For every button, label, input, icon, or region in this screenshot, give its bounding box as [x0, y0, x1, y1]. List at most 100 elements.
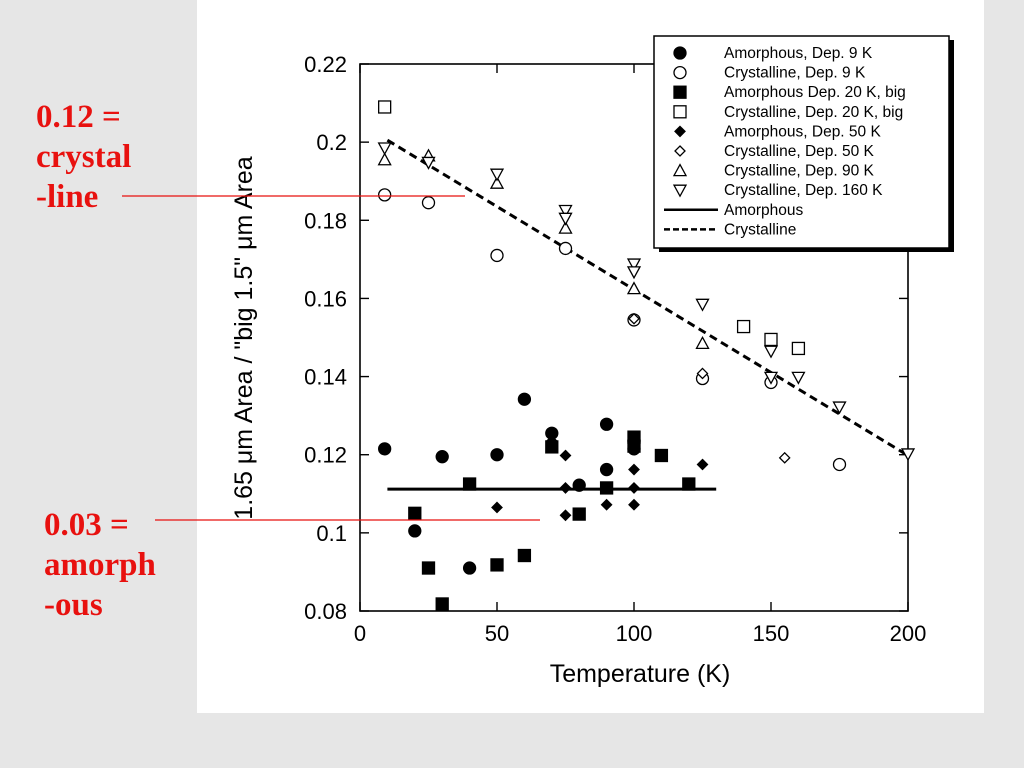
- data-point-s3: [736, 319, 751, 334]
- y-tick-label: 0.08: [304, 599, 347, 624]
- data-point-s6: [626, 281, 642, 295]
- x-axis-label: Temperature (K): [550, 660, 731, 688]
- legend-entry-2: Amorphous Dep. 20 K, big: [724, 84, 906, 101]
- data-point-s2: [572, 507, 586, 521]
- x-tick-label: 0: [354, 621, 366, 646]
- y-axis-label: 1.65 μm Area / "big 1.5" μm Area: [230, 156, 258, 519]
- data-point-s2: [599, 481, 614, 495]
- data-point-s7: [558, 204, 573, 218]
- data-point-s5: [778, 451, 791, 464]
- data-point-s4: [628, 482, 640, 494]
- data-point-s4: [628, 498, 640, 511]
- y-tick-label: 0.16: [304, 286, 347, 311]
- data-point-s5: [628, 312, 640, 325]
- data-point-s7: [626, 258, 642, 272]
- fit-line-crystalline: [386, 138, 909, 457]
- data-point-s0: [572, 478, 586, 492]
- legend-entry-1: Crystalline, Dep. 9 K: [724, 65, 866, 82]
- x-tick-label: 200: [890, 621, 927, 646]
- data-point-s6: [377, 152, 392, 166]
- data-point-s7: [763, 371, 779, 385]
- data-point-s4: [696, 458, 709, 471]
- data-point-s7: [763, 345, 779, 359]
- data-point-s3: [378, 100, 392, 114]
- data-point-s3: [791, 341, 806, 356]
- data-point-s6: [489, 175, 505, 189]
- data-point-s4: [559, 449, 572, 462]
- data-point-s7: [900, 448, 916, 462]
- data-point-s0: [517, 392, 532, 406]
- data-point-s4: [491, 501, 503, 514]
- data-point-s7: [695, 298, 710, 312]
- legend-entry-5: Crystalline, Dep. 50 K: [724, 143, 875, 160]
- y-tick-label: 0.18: [304, 208, 347, 233]
- data-point-s0: [490, 448, 504, 462]
- annotation-amorphous-line-2: amorph: [44, 547, 156, 583]
- legend-entry-3: Crystalline, Dep. 20 K, big: [724, 104, 903, 121]
- legend-box: [653, 35, 950, 249]
- y-tick-label: 0.14: [304, 365, 347, 390]
- annotation-amorphous-line-3: -ous: [44, 587, 103, 623]
- data-point-s2: [682, 477, 696, 491]
- data-point-s2: [490, 558, 504, 572]
- annotation-amorphous: 0.03 = amorph -ous: [44, 505, 156, 625]
- data-point-s0: [462, 561, 477, 575]
- data-point-s6: [558, 220, 573, 234]
- legend-entry-7: Crystalline, Dep. 160 K: [724, 182, 883, 199]
- annotation-amorphous-line-1: 0.03 =: [44, 507, 129, 543]
- axis-tick-labels: 0 50 100 150 200 0.08 0.1 0.12 0.14 0.16 0.18 0.2 0.…: [304, 52, 926, 646]
- data-point-s2: [421, 561, 436, 575]
- legend-marker-6: [672, 163, 688, 177]
- data-point-s7: [377, 142, 392, 156]
- data-point-s2: [517, 548, 532, 563]
- data-point-s7: [626, 266, 642, 280]
- data-point-s4: [545, 435, 558, 447]
- data-point-s2: [408, 506, 422, 520]
- annotation-pointers: [122, 195, 540, 521]
- y-tick-label: 0.2: [316, 130, 347, 155]
- data-point-s1: [558, 241, 573, 256]
- data-point-s1: [421, 196, 436, 210]
- legend-entry-4: Amorphous, Dep. 50 K: [724, 123, 881, 140]
- legend: Amorphous, Dep. 9 K Crystalline, Dep. 9 K…: [653, 35, 954, 252]
- data-point-s0: [599, 417, 614, 431]
- y-tick-label: 0.1: [316, 521, 347, 546]
- annotation-crystalline-line-1: 0.12 =: [36, 99, 121, 135]
- data-point-s5: [696, 367, 709, 380]
- x-tick-label: 100: [616, 621, 653, 646]
- legend-line-label-1: Crystalline: [724, 221, 796, 238]
- legend-marker-0: [673, 46, 687, 60]
- data-point-s2: [435, 597, 449, 611]
- data-point-s0: [435, 450, 449, 464]
- data-point-s7: [832, 401, 847, 415]
- x-tick-label: 50: [485, 621, 509, 646]
- legend-marker-5: [674, 145, 686, 157]
- x-tick-label: 150: [753, 621, 790, 646]
- data-point-s0: [378, 442, 392, 456]
- legend-marker-2: [673, 85, 687, 99]
- data-point-s3: [764, 332, 778, 347]
- legend-marker-1: [673, 65, 687, 80]
- legend-entry-6: Crystalline, Dep. 90 K: [724, 163, 875, 180]
- data-point-s0: [408, 524, 422, 538]
- data-point-s2: [462, 477, 477, 491]
- annotation-crystalline: 0.12 = crystal -line: [36, 97, 131, 217]
- data-point-s2: [627, 430, 641, 444]
- data-point-s0: [599, 462, 614, 477]
- data-point-s7: [421, 156, 436, 170]
- data-point-s1: [490, 248, 504, 263]
- legend-entry-0: Amorphous, Dep. 9 K: [724, 45, 873, 62]
- data-point-s4: [559, 509, 572, 522]
- fit-lines: [386, 138, 909, 491]
- data-point-s7: [558, 212, 573, 226]
- data-point-s2: [654, 448, 669, 463]
- legend-line-label-0: Amorphous: [724, 202, 804, 219]
- legend-marker-7: [672, 184, 688, 198]
- y-tick-label: 0.22: [304, 52, 347, 77]
- legend-marker-4: [674, 125, 686, 138]
- annotation-crystalline-line-3: -line: [36, 179, 99, 215]
- data-point-s1: [832, 457, 847, 472]
- data-point-s4: [559, 482, 572, 494]
- data-point-s1: [378, 188, 392, 202]
